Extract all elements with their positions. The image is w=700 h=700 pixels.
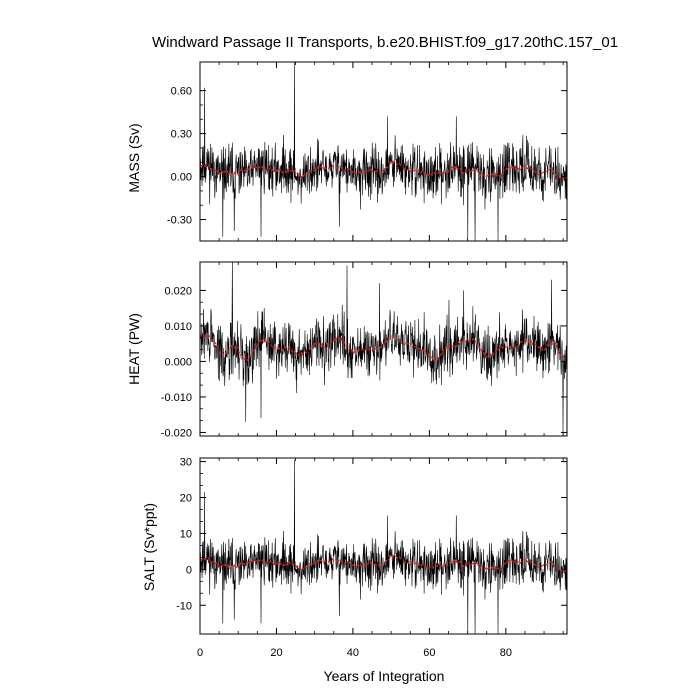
mass-y-axis-label: MASS (Sv)	[126, 123, 142, 192]
heat-y-tick-label: -0.010	[161, 392, 192, 404]
chart-title: Windward Passage II Transports, b.e20.BH…	[152, 34, 618, 51]
mass-y-tick-label: -0.30	[167, 215, 192, 227]
salt-x-tick-label: 80	[500, 647, 512, 659]
mass-raw-series-line	[200, 62, 567, 241]
heat-raw-series-line	[200, 262, 567, 436]
x-axis-label: Years of Integration	[324, 668, 445, 684]
salt-x-tick-label: 0	[197, 647, 203, 659]
mass-y-tick-label: 0.30	[171, 129, 192, 141]
heat-y-tick-label: -0.020	[161, 427, 192, 439]
salt-y-tick-label: -10	[176, 600, 192, 612]
heat-y-tick-label: 0.020	[164, 285, 192, 297]
salt-y-tick-label: 0	[186, 564, 192, 576]
salt-x-tick-label: 20	[270, 647, 282, 659]
salt-raw-series-line	[200, 459, 567, 634]
salt-y-tick-label: 30	[180, 457, 192, 469]
heat-smoothed-series-line	[200, 333, 567, 365]
heat-y-axis-label: HEAT (PW)	[126, 313, 142, 385]
heat-plot-frame	[199, 261, 568, 437]
heat-plot-area: -0.020 -0.010 0.000 0.010 0.020	[161, 261, 568, 439]
panel-heat: -0.020 -0.010 0.000 0.010 0.020 HEAT (PW)	[126, 261, 568, 439]
panel-salt: -10 0 10 20 30 0 20 40 60 80 SALT (Sv*ppt)	[141, 457, 568, 659]
salt-y-tick-label: 20	[180, 493, 192, 505]
panel-mass: -0.30 0.00 0.30 0.60 MASS (Sv)	[126, 61, 568, 242]
salt-plot-frame	[199, 457, 568, 635]
mass-y-tick-label: 0.00	[171, 172, 192, 184]
heat-y-tick-label: 0.000	[164, 356, 192, 368]
salt-plot-area: -10 0 10 20 30 0 20 40 60 80	[176, 457, 568, 659]
mass-smoothed-series-line	[200, 160, 567, 181]
salt-smoothed-series-line	[200, 554, 567, 573]
mass-plot-area: -0.30 0.00 0.30 0.60	[167, 61, 568, 242]
mass-y-tick-label: 0.60	[171, 86, 192, 98]
heat-y-tick-label: 0.010	[164, 321, 192, 333]
salt-y-axis-label: SALT (Sv*ppt)	[141, 503, 157, 591]
salt-x-tick-label: 40	[347, 647, 359, 659]
salt-x-tick-label: 60	[423, 647, 435, 659]
mass-plot-frame	[199, 61, 568, 242]
salt-y-tick-label: 10	[180, 528, 192, 540]
